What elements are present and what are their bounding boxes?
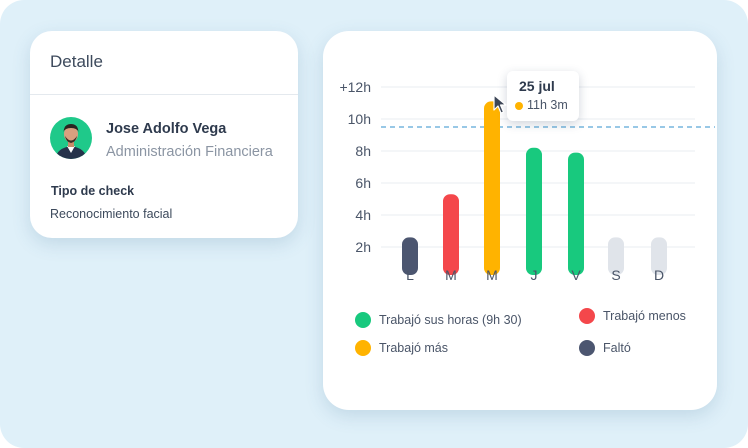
bar [484,101,500,276]
bar [608,237,624,275]
y-tick-label: 6h [355,175,371,191]
avatar-person-icon [55,124,87,159]
tooltip-color-dot [515,102,523,110]
legend-label: Trabajó sus horas (9h 30) [379,313,522,327]
x-tick-label: L [406,267,414,283]
check-type-value: Reconocimiento facial [50,207,173,221]
person-name: Jose Adolfo Vega [106,121,227,137]
detail-title: Detalle [50,52,103,71]
x-tick-label: D [654,267,664,283]
check-type-label: Tipo de check [51,184,135,198]
y-tick-label: 8h [355,143,371,159]
x-tick-label: V [571,267,581,283]
legend-dot [579,308,595,324]
mouse-cursor-icon [493,94,507,114]
tooltip-value: 11h 3m [527,98,568,112]
hours-chart: 2h 4h 6h 8h 10h +12h L M M J V S D [339,79,715,283]
detail-card: Detalle Jose Adolfo Vega Administración … [30,31,298,238]
bar [568,152,584,275]
legend-dot [579,340,595,356]
x-tick-label: J [531,267,538,283]
x-tick-label: M [445,267,457,283]
person-department: Administración Financiera [106,144,273,160]
x-tick-label: S [611,267,620,283]
legend-dot [355,340,371,356]
bar [402,237,418,275]
bar [443,194,459,275]
avatar [50,117,92,159]
y-tick-label: 4h [355,207,371,223]
x-tick-label: M [486,267,498,283]
y-tick-label: 10h [348,111,371,127]
tooltip-date: 25 jul [519,78,555,94]
chart-card: 2h 4h 6h 8h 10h +12h L M M J V S D 25 jul 11h 3m Tra… [323,31,717,410]
y-tick-label: +12h [339,79,371,95]
legend-label: Faltó [603,341,631,355]
detail-divider [30,94,298,95]
bar [651,237,667,275]
y-tick-label: 2h [355,239,371,255]
legend-label: Trabajó más [379,341,449,355]
bar [526,147,542,275]
legend-label: Trabajó menos [603,309,686,323]
legend-dot [355,312,371,328]
bar-tooltip: 25 jul 11h 3m [507,71,579,121]
